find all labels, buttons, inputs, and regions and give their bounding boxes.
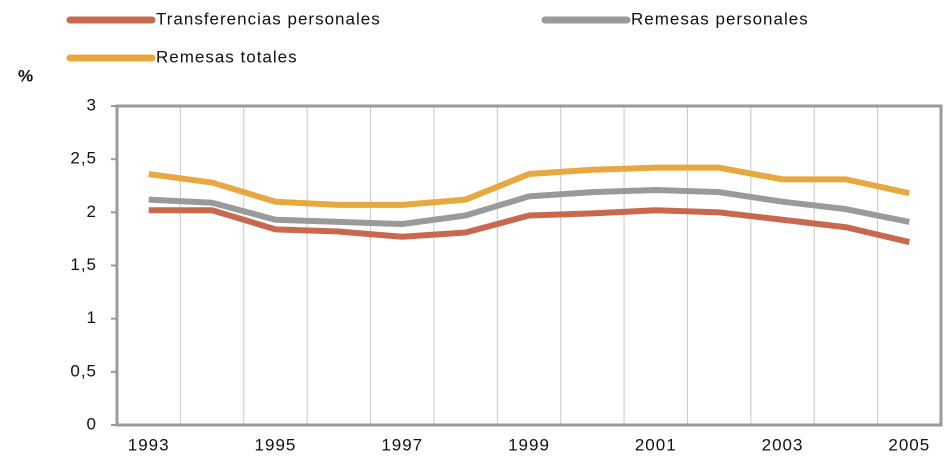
series-line bbox=[148, 187, 910, 228]
x-tick-label: 1997 bbox=[381, 435, 423, 454]
x-tick-label: 2003 bbox=[762, 435, 804, 454]
series-line bbox=[148, 164, 910, 208]
y-tick-label: 1 bbox=[87, 308, 97, 327]
legend-label: Transferencias personales bbox=[156, 9, 381, 28]
series-line bbox=[148, 207, 910, 246]
y-tick-label: 0,5 bbox=[70, 361, 97, 380]
y-tick-label: 2 bbox=[87, 202, 97, 221]
x-tick-label: 1993 bbox=[128, 435, 170, 454]
y-tick-label: 3 bbox=[87, 95, 97, 114]
x-tick-label: 1995 bbox=[255, 435, 297, 454]
y-unit: % bbox=[18, 66, 34, 85]
legend-label: Remesas personales bbox=[631, 9, 809, 28]
x-tick-label: 1999 bbox=[508, 435, 550, 454]
x-tick-label: 2005 bbox=[888, 435, 930, 454]
y-tick-label: 1,5 bbox=[70, 255, 97, 274]
legend-label: Remesas totales bbox=[156, 47, 298, 66]
x-tick-label: 2001 bbox=[635, 435, 677, 454]
y-tick-label: 2,5 bbox=[70, 149, 97, 168]
plot-frame bbox=[115, 104, 943, 427]
y-tick-label: 0 bbox=[87, 414, 97, 433]
